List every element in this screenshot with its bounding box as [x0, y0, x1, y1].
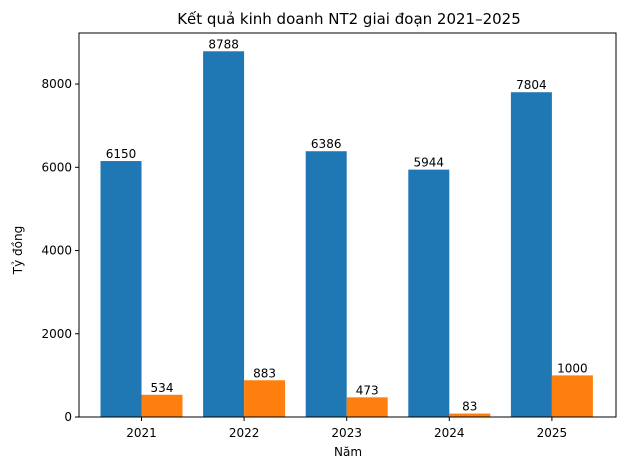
data-label: 1000: [557, 361, 588, 375]
y-tick-label: 0: [64, 410, 72, 424]
x-axis-label: Năm: [334, 445, 362, 459]
bar: [551, 375, 593, 417]
bar: [449, 413, 491, 417]
data-label: 883: [253, 366, 276, 380]
data-label: 7804: [516, 78, 547, 92]
bar: [141, 394, 183, 417]
x-tick-label: 2025: [537, 426, 568, 440]
bar: [100, 161, 142, 417]
data-label: 8788: [208, 37, 239, 51]
x-tick-label: 2022: [229, 426, 260, 440]
x-tick-label: 2021: [126, 426, 157, 440]
bar: [203, 51, 245, 417]
bar: [408, 169, 450, 417]
y-tick-label: 6000: [41, 160, 72, 174]
x-tick-label: 2024: [434, 426, 465, 440]
plot-area: 6150 8788 6386 5944 7804 534 883 473 83 1000 0 2000…: [41, 32, 617, 440]
data-label: 534: [151, 381, 174, 395]
bar: [510, 92, 552, 418]
y-tick-label: 4000: [41, 244, 72, 258]
chart-title: Kết quả kinh doanh NT2 giai đoạn 2021–20…: [177, 10, 521, 28]
data-label: 6150: [106, 147, 137, 161]
data-label: 5944: [414, 156, 445, 170]
y-tick-label: 8000: [41, 77, 72, 91]
x-tick-label: 2023: [331, 426, 362, 440]
plot-frame: [78, 32, 617, 418]
bar: [305, 151, 347, 417]
data-label: 473: [356, 383, 379, 397]
bar: [244, 380, 286, 417]
bar: [346, 397, 388, 417]
data-label: 83: [462, 400, 477, 414]
y-tick-label: 2000: [41, 327, 72, 341]
data-label: 6386: [311, 137, 342, 151]
y-axis-label: Tỷ đồng: [11, 226, 25, 275]
